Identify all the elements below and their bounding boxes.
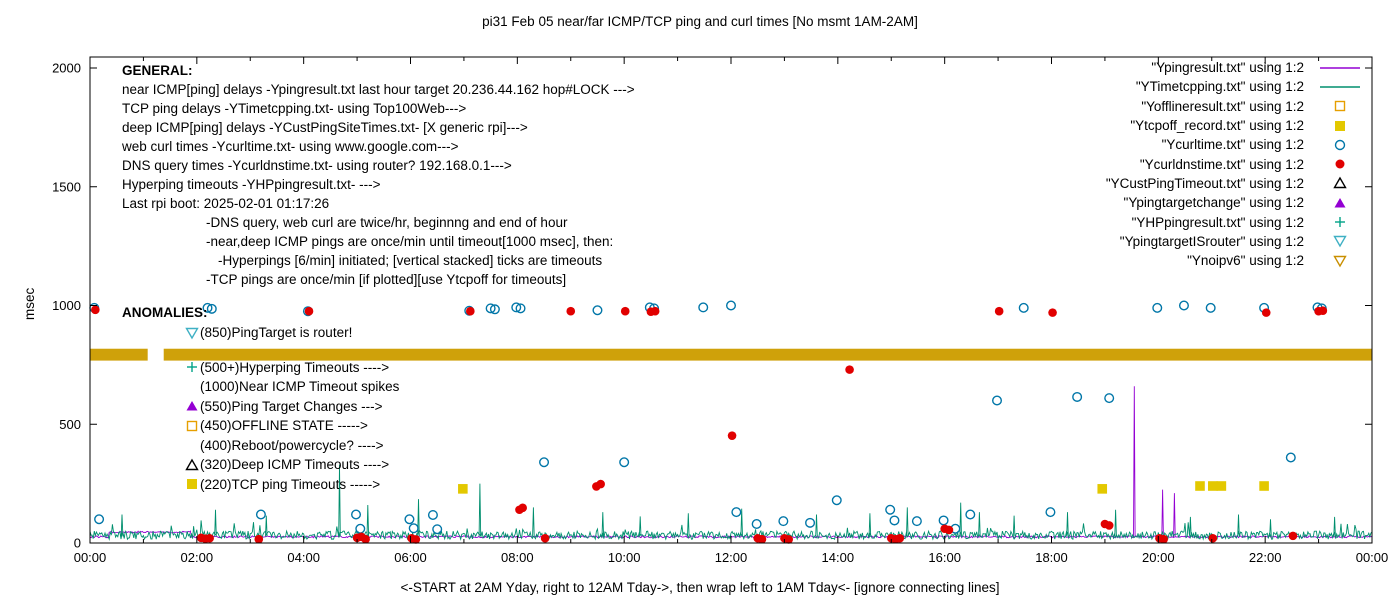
noipv6-band-right (163, 348, 1373, 361)
square-filled-legend-icon (1318, 118, 1362, 134)
chart-title: pi31 Feb 05 near/far ICMP/TCP ping and c… (482, 14, 918, 29)
square-open-anomaly-icon (184, 418, 200, 434)
legend-entry-label: "Ypingresult.txt" using 1:2 (1151, 60, 1304, 76)
square-filled-anomaly-icon (184, 476, 200, 492)
tri-up-filled-anomaly-icon (184, 398, 200, 414)
legend-entry: "YpingtargetISrouter" using 1:2 (1106, 232, 1362, 251)
anomaly-item-label: (550)Ping Target Changes ---> (200, 398, 383, 414)
svg-text:00:00: 00:00 (74, 550, 107, 565)
general-line: web curl times -Ycurltime.txt- using www… (122, 139, 459, 154)
legend-entry-label: "Ytcpoff_record.txt" using 1:2 (1130, 118, 1304, 134)
plus-legend-icon (1318, 214, 1362, 230)
svg-text:08:00: 08:00 (501, 550, 534, 565)
anomaly-item-label: (400)Reboot/powercycle? ----> (200, 437, 384, 453)
legend-entry: "Ynoipv6" using 1:2 (1106, 251, 1362, 270)
line-legend-icon (1318, 60, 1362, 76)
legend-entry-label: "YHPpingresult.txt" using 1:2 (1131, 214, 1304, 230)
svg-text:14:00: 14:00 (822, 550, 855, 565)
legend-entry-label: "YCustPingTimeout.txt" using 1:2 (1105, 175, 1304, 191)
svg-text:1000: 1000 (52, 298, 81, 313)
circle-open-legend-icon (1318, 137, 1362, 153)
legend-entry: "Ypingresult.txt" using 1:2 (1106, 58, 1362, 77)
legend-entry-label: "Ycurltime.txt" using 1:2 (1161, 137, 1304, 153)
anomaly-item: (500+)Hyperping Timeouts ----> (184, 358, 399, 378)
svg-text:22:00: 22:00 (1249, 550, 1282, 565)
general-line: Hyperping timeouts -YHPpingresult.txt- -… (122, 177, 381, 192)
x-axis-label: <-START at 2AM Yday, right to 12AM Tday-… (400, 580, 1000, 595)
tri-up-open-anomaly-icon (184, 457, 200, 473)
general-heading: GENERAL: (122, 63, 193, 78)
general-line: Last rpi boot: 2025-02-01 01:17:26 (122, 196, 330, 211)
general-line: near ICMP[ping] delays -Ypingresult.txt … (122, 82, 635, 97)
tri-up-filled-legend-icon (1318, 195, 1362, 211)
legend-entry: "Ypingtargetchange" using 1:2 (1106, 193, 1362, 212)
svg-text:18:00: 18:00 (1035, 550, 1068, 565)
series-line-YTimetcpping.txt (89, 464, 1373, 541)
legend-entry-label: "Ycurldnstime.txt" using 1:2 (1139, 156, 1304, 172)
anomaly-item-label: (1000)Near ICMP Timeout spikes (200, 379, 400, 395)
general-line: -near,deep ICMP pings are once/min until… (206, 234, 614, 249)
svg-text:500: 500 (59, 417, 81, 432)
y-axis-label: msec (22, 287, 37, 320)
general-line: -TCP pings are once/min [if plotted][use… (206, 272, 567, 287)
legend-entry: "YTimetcpping.txt" using 1:2 (1106, 77, 1362, 96)
plus-anomaly-icon (184, 359, 200, 375)
svg-text:0: 0 (74, 536, 81, 551)
anomaly-item-label: (850)PingTarget is router! (200, 325, 353, 341)
legend-entry: "Ycurldnstime.txt" using 1:2 (1106, 154, 1362, 173)
svg-text:1500: 1500 (52, 179, 81, 194)
svg-text:10:00: 10:00 (608, 550, 641, 565)
legend-entry: "YCustPingTimeout.txt" using 1:2 (1106, 174, 1362, 193)
general-line: deep ICMP[ping] delays -YCustPingSiteTim… (122, 120, 528, 135)
svg-text:20:00: 20:00 (1142, 550, 1175, 565)
legend-entry-label: "Ypingtargetchange" using 1:2 (1123, 195, 1304, 211)
general-line: -DNS query, web curl are twice/hr, begin… (206, 215, 568, 230)
anomaly-item: (400)Reboot/powercycle? ----> (184, 436, 399, 456)
tri-down-open-legend-icon (1318, 253, 1362, 269)
svg-text:00:00: 00:00 (1356, 550, 1389, 565)
anomaly-item: (850)PingTarget is router! (184, 323, 399, 343)
general-annotations: GENERAL: near ICMP[ping] delays -Ypingres… (122, 61, 635, 289)
anomaly-item: (320)Deep ICMP Timeouts ----> (184, 455, 399, 475)
tri-up-open-legend-icon (1318, 175, 1362, 191)
svg-text:16:00: 16:00 (928, 550, 961, 565)
anomaly-item-label: (220)TCP ping Timeouts -----> (200, 476, 381, 492)
legend-entry: "Ytcpoff_record.txt" using 1:2 (1106, 116, 1362, 135)
anomaly-item: (1000)Near ICMP Timeout spikes (184, 377, 399, 397)
anomaly-item: (450)OFFLINE STATE -----> (184, 416, 399, 436)
legend-entry-label: "YpingtargetISrouter" using 1:2 (1119, 233, 1304, 249)
anomaly-item-label: (320)Deep ICMP Timeouts ----> (200, 457, 390, 473)
circle-filled-legend-icon (1318, 156, 1362, 172)
tri-down-open-legend-icon (1318, 233, 1362, 249)
general-line: -Hyperpings [6/min] initiated; [vertical… (218, 253, 603, 268)
svg-text:12:00: 12:00 (715, 550, 748, 565)
svg-text:2000: 2000 (52, 61, 81, 76)
general-line: TCP ping delays -YTimetcpping.txt- using… (122, 101, 467, 116)
legend-entry-label: "Yofflineresult.txt" using 1:2 (1141, 98, 1304, 114)
legend: "Ypingresult.txt" using 1:2 "YTimetcpping… (1106, 58, 1362, 270)
svg-text:04:00: 04:00 (287, 550, 320, 565)
anomaly-item: (550)Ping Target Changes ---> (184, 397, 399, 417)
legend-entry: "Yofflineresult.txt" using 1:2 (1106, 97, 1362, 116)
line-legend-icon (1318, 79, 1362, 95)
legend-entry: "Ycurltime.txt" using 1:2 (1106, 135, 1362, 154)
legend-entry-label: "YTimetcpping.txt" using 1:2 (1135, 79, 1304, 95)
anomaly-item-label: (450)OFFLINE STATE -----> (200, 418, 368, 434)
anomalies-heading: ANOMALIES: (122, 305, 208, 320)
square-open-legend-icon (1318, 98, 1362, 114)
anomaly-item: (220)TCP ping Timeouts -----> (184, 475, 399, 495)
blank-anomaly-icon (184, 379, 200, 395)
tri-down-open-anomaly-icon (184, 325, 200, 341)
legend-entry: "YHPpingresult.txt" using 1:2 (1106, 212, 1362, 231)
noipv6-band-left (90, 348, 148, 361)
anomaly-item-label: (500+)Hyperping Timeouts ----> (200, 359, 390, 375)
blank-anomaly-icon (184, 437, 200, 453)
general-line: DNS query times -Ycurldnstime.txt- using… (122, 158, 512, 173)
legend-entry-label: "Ynoipv6" using 1:2 (1187, 253, 1304, 269)
anomaly-annotations: ANOMALIES: (850)PingTarget is router! (500… (122, 303, 399, 494)
svg-text:02:00: 02:00 (181, 550, 214, 565)
svg-text:06:00: 06:00 (394, 550, 427, 565)
